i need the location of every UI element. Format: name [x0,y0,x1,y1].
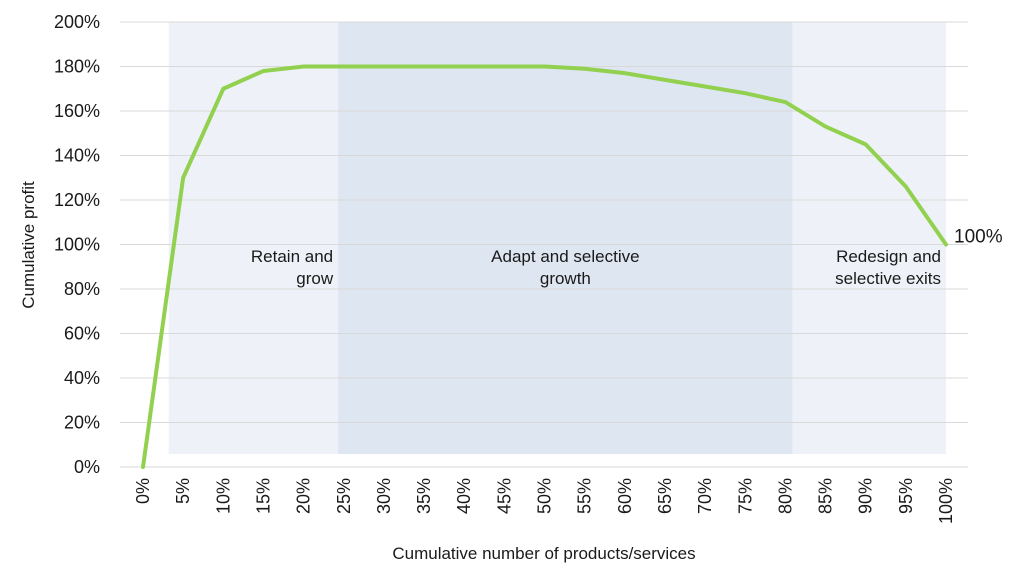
zone-band-3 [792,22,946,454]
x-tick-label: 30% [374,478,394,514]
y-tick-label: 140% [54,146,100,166]
x-tick-label: 70% [695,478,715,514]
y-tick-label: 60% [64,324,100,344]
zone-label-3: Redesign and selective exits [835,247,941,288]
line-layer: 100% [141,64,1003,469]
y-tick-label: 100% [54,235,100,255]
x-tick-label: 45% [494,478,514,514]
zone-labels-layer: Retain and grow Adapt and selective growth R… [251,247,941,288]
x-tick-label: 100% [936,478,956,524]
zone-band-1 [168,22,339,454]
y-tick-label: 80% [64,279,100,299]
y-tick-label: 0% [74,457,100,477]
x-tick-label: 0% [133,478,153,504]
x-tick-labels: 0% 5% 10% 15% 20% 25% 30% 35% 40% 45% 50% 55% 60% 65%… [133,478,956,524]
x-tick-label: 40% [454,478,474,514]
grid-layer [120,21,968,468]
x-tick-label: 85% [816,478,836,514]
y-tick-labels: 0% 20% 40% 60% 80% 100% 120% 140% 160% 180% 200% [54,12,100,477]
x-tick-label: 75% [735,478,755,514]
x-tick-label: 25% [334,478,354,514]
x-tick-label: 95% [896,478,916,514]
y-tick-label: 160% [54,101,100,121]
end-value-label: 100% [954,227,1003,248]
x-tick-label: 35% [414,478,434,514]
x-tick-label: 65% [655,478,675,514]
x-tick-label: 10% [213,478,233,514]
zones-layer [168,22,946,454]
x-tick-label: 15% [253,478,273,514]
x-tick-label: 5% [173,478,193,504]
y-tick-label: 120% [54,190,100,210]
y-tick-label: 180% [54,57,100,77]
x-tick-label: 90% [856,478,876,514]
zone-label-2: Adapt and selective growth [491,247,639,288]
zone-band-2 [338,22,793,454]
zone-label-1: Retain and grow [251,247,334,288]
x-tick-label: 55% [575,478,595,514]
y-tick-label: 200% [54,12,100,32]
y-tick-label: 40% [64,368,100,388]
x-tick-label: 50% [535,478,555,514]
x-axis-title: Cumulative number of products/services [392,544,695,563]
x-tick-label: 20% [294,478,314,514]
x-tick-label: 60% [615,478,635,514]
y-axis-title: Cumulative profit [19,181,38,309]
x-tick-label: 80% [775,478,795,514]
y-tick-label: 20% [64,413,100,433]
